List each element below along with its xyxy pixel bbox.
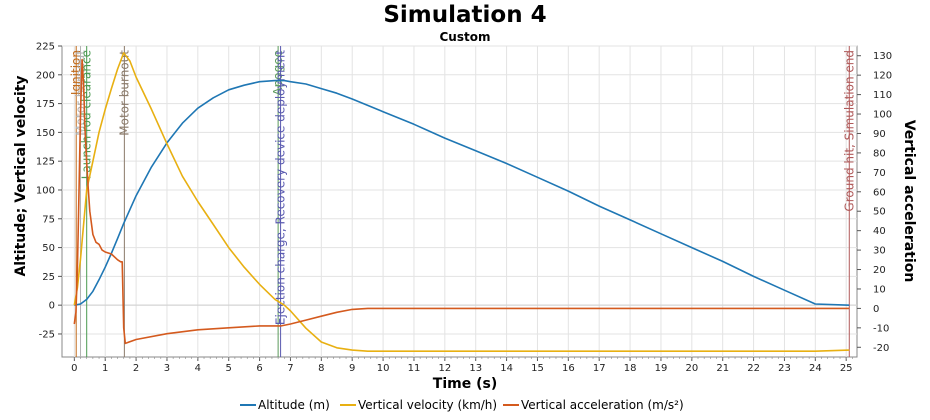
y-tick-label: 175 — [36, 99, 55, 110]
x-tick-label: 4 — [195, 363, 201, 374]
legend-label: Vertical velocity (km/h) — [358, 398, 497, 412]
x-tick-label: 17 — [593, 363, 606, 374]
y2-tick-label: 130 — [873, 51, 892, 62]
legend-label: Vertical acceleration (m/s²) — [521, 398, 684, 412]
y2-tick-label: 10 — [873, 284, 886, 295]
x-tick-label: 25 — [840, 363, 853, 374]
y2-axis-label: Vertical acceleration — [901, 120, 917, 283]
x-tick-label: 16 — [562, 363, 575, 374]
series-line — [73, 52, 850, 353]
y2-tick-label: 0 — [873, 304, 879, 315]
x-tick-label: 8 — [318, 363, 324, 374]
x-tick-label: 23 — [778, 363, 791, 374]
y-tick-label: 50 — [42, 243, 55, 254]
y-tick-label: 25 — [42, 272, 55, 283]
x-tick-label: 19 — [655, 363, 668, 374]
x-tick-label: 7 — [287, 363, 293, 374]
event-label: Ground hit, Simulation end — [842, 50, 856, 212]
y-tick-label: 200 — [36, 70, 55, 81]
y-tick-label: 75 — [42, 214, 55, 225]
y-tick-label: 225 — [36, 42, 55, 53]
y-tick-label: 125 — [36, 157, 55, 168]
y-tick-label: 0 — [49, 301, 55, 312]
y2-tick-label: 50 — [873, 207, 886, 218]
x-tick-label: 9 — [349, 363, 355, 374]
y-axis-ticks: -25 0 25 50 75 100 125 150 175 200 225 — [36, 42, 62, 340]
series-lines — [73, 52, 850, 353]
x-tick-label: 18 — [624, 363, 637, 374]
series-line — [74, 79, 850, 306]
y-tick-label: 150 — [36, 128, 55, 139]
chart-subtitle: Custom — [440, 30, 491, 44]
x-axis-ticks: 0 1 2 3 4 5 6 7 8 9 10 11 12 13 14 15 16 17 18 19 20 21 22 23 24… — [71, 357, 853, 374]
x-tick-label: 15 — [531, 363, 544, 374]
y2-tick-label: 30 — [873, 246, 886, 257]
chart-title: Simulation 4 — [383, 2, 546, 28]
y2-tick-label: 40 — [873, 226, 886, 237]
event-label: Motor burnout — [117, 50, 131, 136]
x-tick-label: 13 — [469, 363, 482, 374]
y2-tick-label: 100 — [873, 110, 892, 121]
event-label: Ignition — [69, 50, 83, 95]
legend: Altitude (m) Vertical velocity (km/h) Vert… — [240, 398, 684, 412]
x-axis-label: Time (s) — [433, 376, 497, 392]
x-tick-label: 10 — [377, 363, 390, 374]
series-line — [73, 58, 850, 345]
x-tick-label: 3 — [164, 363, 170, 374]
grid — [62, 45, 857, 357]
legend-label: Altitude (m) — [258, 398, 330, 412]
y2-tick-label: -20 — [873, 343, 889, 354]
x-tick-label: 1 — [102, 363, 108, 374]
x-tick-label: 0 — [71, 363, 77, 374]
x-tick-label: 6 — [256, 363, 262, 374]
x-tick-label: 12 — [438, 363, 451, 374]
y-tick-label: -25 — [39, 329, 55, 340]
y2-tick-label: 80 — [873, 148, 886, 159]
x-tick-label: 14 — [500, 363, 513, 374]
event-label: Ejection charge, Recovery device deploym… — [274, 50, 288, 325]
plot-frame — [61, 45, 858, 358]
x-tick-label: 21 — [716, 363, 729, 374]
y2-tick-label: 60 — [873, 187, 886, 198]
x-tick-label: 5 — [226, 363, 232, 374]
event-label: Apogee — [271, 50, 285, 96]
x-tick-label: 22 — [747, 363, 760, 374]
y2-axis-ticks: -20 -10 0 10 20 30 40 50 60 70 80 90 100 110 120 130 — [857, 51, 892, 354]
y2-tick-label: 20 — [873, 265, 886, 276]
y2-tick-label: -10 — [873, 323, 889, 334]
x-tick-label: 20 — [685, 363, 698, 374]
y2-tick-label: 110 — [873, 90, 892, 101]
y-tick-label: 100 — [36, 185, 55, 196]
y-axis-label: Altitude; Vertical velocity — [13, 75, 29, 276]
x-tick-label: 24 — [809, 363, 822, 374]
y2-tick-label: 120 — [873, 71, 892, 82]
y2-tick-label: 70 — [873, 168, 886, 179]
y2-tick-label: 90 — [873, 129, 886, 140]
x-tick-label: 2 — [133, 363, 139, 374]
x-tick-label: 11 — [408, 363, 421, 374]
plot-area — [61, 45, 858, 358]
